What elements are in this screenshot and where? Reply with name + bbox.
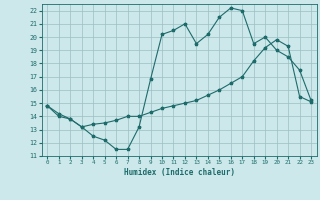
- X-axis label: Humidex (Indice chaleur): Humidex (Indice chaleur): [124, 168, 235, 177]
